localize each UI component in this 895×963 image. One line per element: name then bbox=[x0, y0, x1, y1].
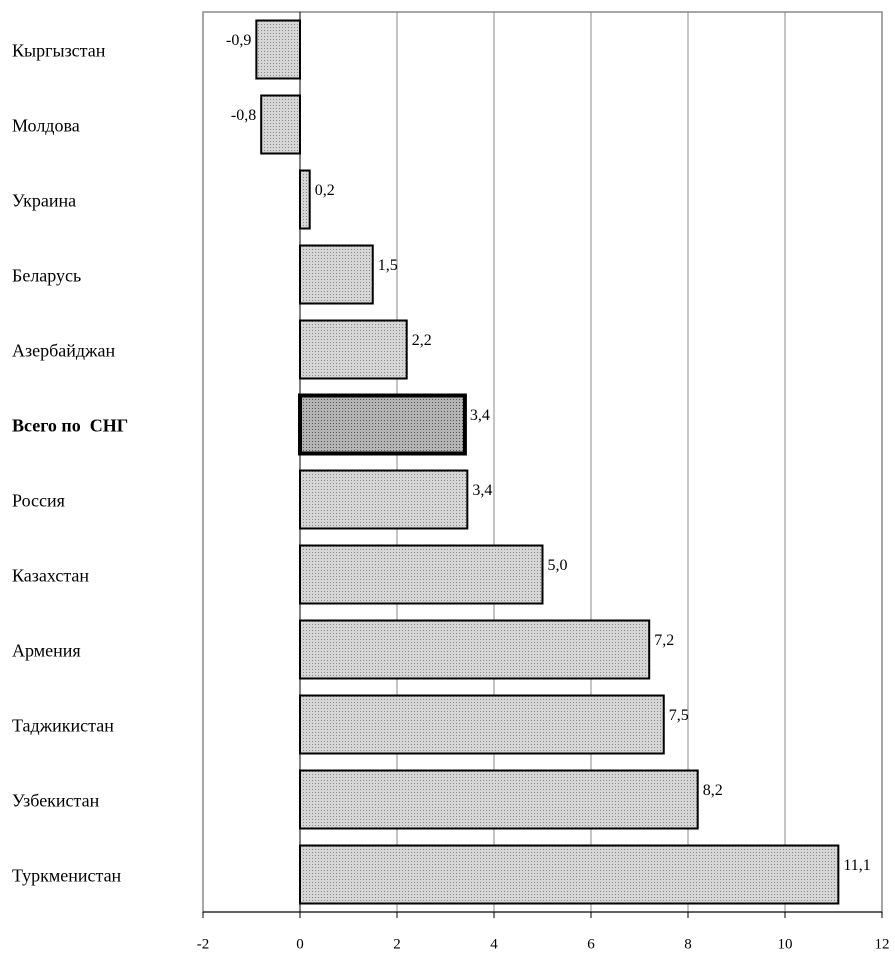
value-label: 3,4 bbox=[472, 482, 492, 499]
bar bbox=[299, 619, 651, 680]
value-label: -0,9 bbox=[226, 32, 251, 49]
y-tick-label: Армения bbox=[12, 641, 81, 661]
value-label: 7,5 bbox=[669, 707, 689, 724]
y-tick-label: Азербайджан bbox=[12, 341, 115, 361]
bar bbox=[299, 244, 374, 305]
value-label: 11,1 bbox=[843, 857, 870, 874]
bar bbox=[260, 94, 302, 155]
y-tick-label: Молдова bbox=[12, 116, 80, 136]
bar bbox=[299, 469, 469, 530]
x-tick-label: 0 bbox=[296, 936, 304, 952]
bar bbox=[255, 19, 302, 80]
value-label: 2,2 bbox=[412, 332, 432, 349]
x-tick-label: 6 bbox=[587, 936, 595, 952]
x-tick-label: 8 bbox=[684, 936, 692, 952]
y-tick-label: Таджикистан bbox=[12, 716, 114, 736]
y-tick-label: Казахстан bbox=[12, 566, 89, 586]
x-tick-label: 10 bbox=[778, 936, 793, 952]
value-label: -0,8 bbox=[231, 107, 256, 124]
bar bbox=[299, 694, 665, 755]
y-tick-label: Туркменистан bbox=[12, 866, 122, 886]
x-tick-label: -2 bbox=[197, 936, 210, 952]
bar bbox=[298, 393, 467, 456]
bar bbox=[299, 169, 311, 230]
value-label: 8,2 bbox=[703, 782, 723, 799]
value-label: 3,4 bbox=[470, 407, 490, 424]
y-tick-label: Украина bbox=[12, 191, 76, 211]
bar bbox=[299, 769, 699, 830]
x-tick-label: 4 bbox=[490, 936, 498, 952]
bar bbox=[299, 319, 408, 380]
y-tick-label: Узбекистан bbox=[12, 791, 100, 811]
value-label: 7,2 bbox=[654, 632, 674, 649]
value-label: 5,0 bbox=[548, 557, 568, 574]
y-tick-label: Беларусь bbox=[12, 266, 81, 286]
y-tick-label: Всего по СНГ bbox=[12, 416, 128, 436]
bar bbox=[299, 844, 840, 905]
y-tick-label: Россия bbox=[12, 491, 65, 511]
value-label: 1,5 bbox=[378, 257, 398, 274]
bar bbox=[299, 544, 544, 605]
x-tick-label: 12 bbox=[875, 936, 890, 952]
y-tick-label: Кыргызстан bbox=[12, 41, 106, 61]
value-label: 0,2 bbox=[315, 182, 335, 199]
x-tick-label: 2 bbox=[393, 936, 401, 952]
